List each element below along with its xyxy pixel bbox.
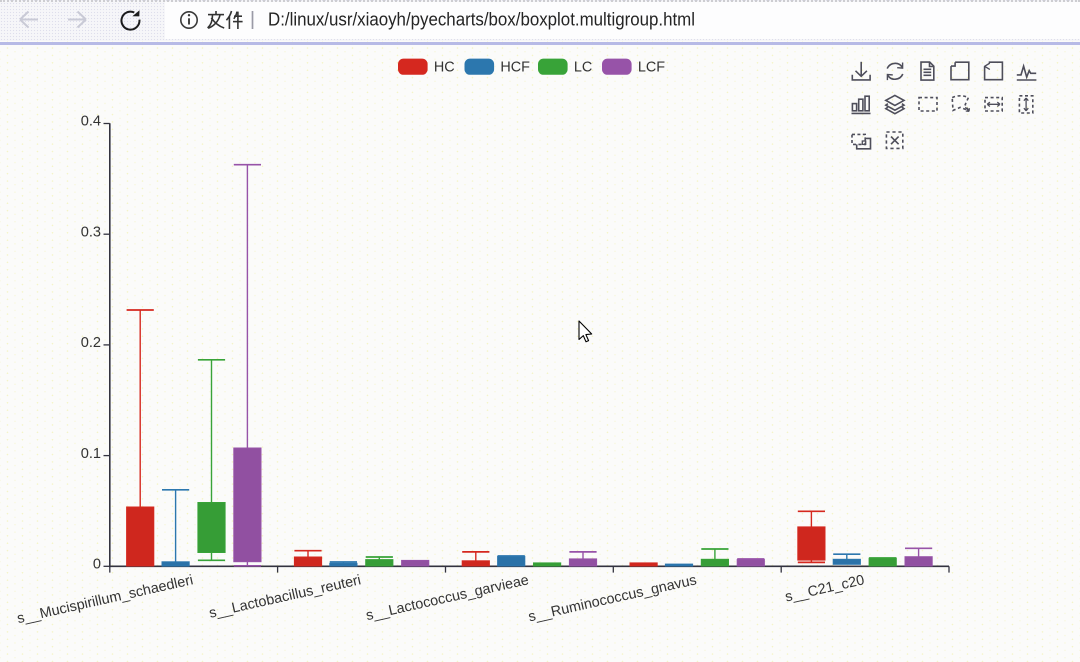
svg-text:LCF: LCF bbox=[638, 59, 665, 75]
svg-text:0.3: 0.3 bbox=[81, 224, 101, 240]
svg-text:0.2: 0.2 bbox=[81, 335, 101, 351]
svg-text:s__Mucispirillum_schaedleri: s__Mucispirillum_schaedleri bbox=[16, 572, 195, 627]
svg-text:s__Ruminococcus_gnavus: s__Ruminococcus_gnavus bbox=[527, 572, 698, 625]
svg-text:s__Lactococcus_garvieae: s__Lactococcus_garvieae bbox=[364, 572, 530, 624]
svg-text:0: 0 bbox=[93, 557, 101, 573]
svg-text:HC: HC bbox=[434, 59, 455, 75]
svg-text:LC: LC bbox=[574, 59, 592, 75]
svg-text:s__Lactobacillus_reuteri: s__Lactobacillus_reuteri bbox=[208, 572, 363, 621]
svg-text:D:/linux/usr/xiaoyh/pyecharts/: D:/linux/usr/xiaoyh/pyecharts/box/boxplo… bbox=[268, 8, 695, 29]
svg-text:s__C21_c20: s__C21_c20 bbox=[784, 572, 866, 605]
svg-text:HCF: HCF bbox=[500, 59, 530, 75]
svg-text:0.1: 0.1 bbox=[81, 446, 101, 462]
svg-text:0.4: 0.4 bbox=[81, 114, 101, 130]
